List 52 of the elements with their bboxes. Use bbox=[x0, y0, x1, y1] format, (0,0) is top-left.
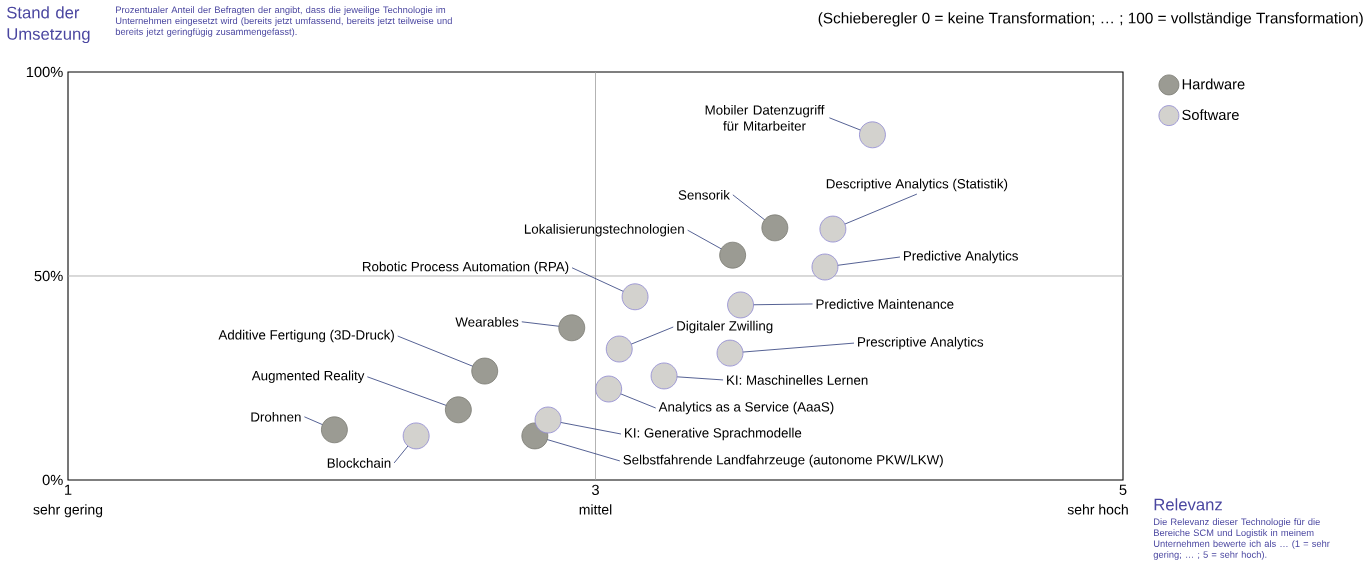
x-tick-label: 3 bbox=[591, 484, 599, 496]
point bbox=[534, 406, 562, 434]
text: (Schieberegler 0 = keine Transformation; … ; 100 = vollständige Transformation) bbox=[818, 12, 1363, 27]
annotation: Digitaler Zwilling bbox=[677, 320, 773, 334]
point bbox=[320, 416, 348, 444]
text: Die Relevanz dieser Technologie für die Bereiche SCM und Logistik in meinem Unternehmen bewerte ich als … (1 = sehr gering; … ; 5 = sehr hoch). bbox=[1153, 518, 1330, 560]
y-tick-label: 50% bbox=[34, 270, 63, 282]
annotation: Blockchain bbox=[327, 458, 391, 468]
point bbox=[859, 121, 886, 149]
y-axis-title: Stand der Umsetzung bbox=[7, 6, 90, 44]
annotation: Prescriptive Analytics bbox=[858, 336, 984, 350]
legend-label: Hardware bbox=[1182, 78, 1245, 90]
y-tick-label: 0% bbox=[42, 474, 63, 486]
point bbox=[605, 335, 633, 363]
point bbox=[444, 396, 472, 424]
point bbox=[558, 314, 586, 342]
point bbox=[719, 241, 747, 269]
point bbox=[811, 253, 839, 281]
y-tick-label: 100% bbox=[26, 66, 63, 78]
point bbox=[761, 214, 789, 242]
annotation: Selbstfahrende Landfahrzeuge (autonome PKW/LKW) bbox=[623, 454, 943, 468]
annotation: Descriptive Analytics (Statistik) bbox=[826, 178, 1008, 192]
annotation: Augmented Reality bbox=[251, 370, 365, 384]
point bbox=[650, 362, 678, 390]
annotation: Robotic Process Automation (RPA) bbox=[362, 261, 569, 275]
text: sehr hoch bbox=[1067, 504, 1128, 515]
point bbox=[819, 215, 847, 243]
legend-label: Software bbox=[1182, 109, 1239, 121]
x-tick-label: 5 bbox=[1119, 484, 1127, 495]
x-tick-label: 1 bbox=[65, 484, 72, 495]
point bbox=[716, 339, 744, 367]
point bbox=[595, 375, 623, 403]
text: sehr gering bbox=[33, 504, 103, 518]
chart-subtitle: Prozentualer Anteil der Befragten der angibt, dass die jeweilige Technologie im Unternehmen eingesetzt wird (bereits jetzt umfassend, bereits jetzt teilweise und bereits jetzt geringfügig zusammengefasst). bbox=[115, 6, 452, 37]
annotation: Wearables bbox=[455, 316, 519, 327]
text: mittel bbox=[579, 504, 612, 515]
annotation: Additive Fertigung (3D-Druck) bbox=[218, 329, 394, 343]
annotation: KI: Maschinelles Lernen bbox=[727, 375, 868, 385]
annotation: Mobiler Datenzugriff für Mitarbeiter bbox=[705, 104, 825, 131]
annotation: Sensorik bbox=[678, 189, 730, 200]
annotation: Lokalisierungstechnologien bbox=[524, 223, 684, 237]
point bbox=[521, 422, 549, 450]
annotation: Analytics as a Service (AaaS) bbox=[658, 401, 834, 415]
point bbox=[471, 357, 499, 385]
annotation: Predictive Analytics bbox=[903, 250, 1018, 264]
point bbox=[621, 283, 649, 311]
point bbox=[727, 291, 754, 319]
annotation: Drohnen bbox=[251, 411, 301, 422]
annotation: Predictive Maintenance bbox=[816, 299, 954, 309]
point bbox=[402, 422, 430, 450]
annotation: KI: Generative Sprachmodelle bbox=[625, 427, 802, 441]
x-axis-title: Relevanz bbox=[1154, 498, 1222, 511]
